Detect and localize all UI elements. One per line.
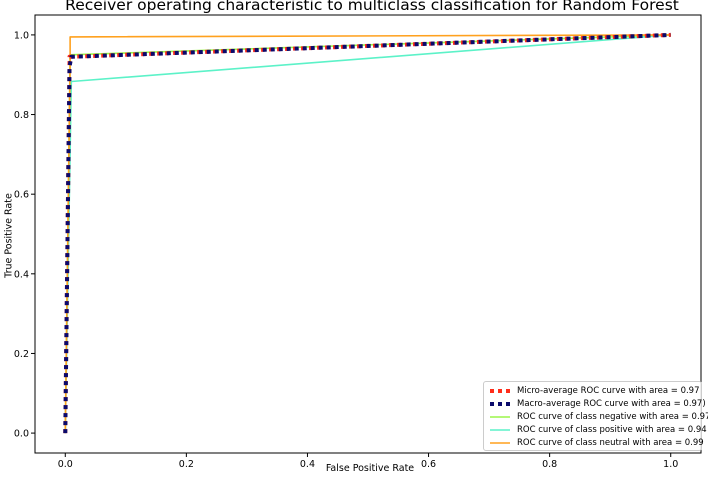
x-tick-label: 1.0 [663,459,678,470]
legend-label: Macro-average ROC curve with area = 0.97… [517,399,706,410]
y-tick-label: 0.4 [14,269,29,280]
y-tick-label: 0.2 [14,349,29,360]
roc-series-line-3 [64,34,671,434]
x-tick-label: 0.4 [300,459,315,470]
y-axis-label: True Positive Rate [3,193,15,278]
y-tick-label: 0.8 [14,110,29,121]
x-tick-label: 0.6 [421,459,436,470]
legend-swatch [490,389,510,394]
roc-series-line-2 [64,34,671,434]
x-tick-label: 0.0 [58,459,73,470]
legend-item: ROC curve of class neutral with area = 0… [489,436,704,449]
legend-label: ROC curve of class positive with area = … [517,424,707,435]
x-axis-label: False Positive Rate [325,463,415,474]
legend-swatch [490,428,510,431]
axes-frame [34,14,702,454]
legend-swatch [490,441,510,444]
legend-swatch [490,402,510,407]
legend-swatch [490,416,510,418]
legend-label: ROC curve of class negative with area = … [517,411,708,422]
roc-series-line-4 [64,34,671,434]
legend: Micro-average ROC curve with area = 0.97… [483,381,708,451]
x-tick-label: 0.2 [179,459,194,470]
legend-item: Micro-average ROC curve with area = 0.97 [489,385,700,398]
y-tick-label: 1.0 [14,30,29,41]
y-tick-label: 0.6 [14,190,29,201]
legend-item: Macro-average ROC curve with area = 0.97… [489,398,706,411]
legend-item: ROC curve of class positive with area = … [489,423,707,436]
legend-label: ROC curve of class neutral with area = 0… [517,437,704,448]
y-tick-label: 0.0 [14,429,29,440]
chart-title: Receiver operating characteristic to mul… [65,0,679,14]
legend-label: Micro-average ROC curve with area = 0.97 [517,386,700,397]
legend-item: ROC curve of class negative with area = … [489,411,708,424]
roc-series-line-1 [63,32,671,434]
roc-series-line-0 [63,32,671,434]
x-tick-label: 0.8 [542,459,557,470]
